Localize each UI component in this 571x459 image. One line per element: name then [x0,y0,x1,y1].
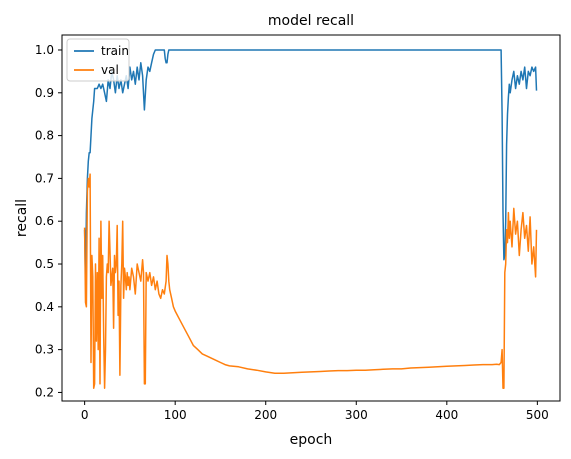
y-tick-label: 1.0 [35,43,54,57]
legend: train val [66,38,130,82]
y-tick-label: 0.8 [35,129,54,143]
x-tick-label: 500 [526,408,549,422]
y-tick-label: 0.7 [35,171,54,185]
plot-frame [61,34,561,402]
series-line-train [83,49,538,282]
x-tick-label: 0 [81,408,89,422]
y-tick-label: 0.2 [35,385,54,399]
y-tick-label: 0.5 [35,257,54,271]
y-tick-label: 0.4 [35,300,54,314]
x-tick-label: 300 [345,408,368,422]
y-axis: 0.2 0.3 0.4 0.5 0.6 0.7 0.8 0.9 1.0 [35,43,62,399]
y-axis-title: recall [14,199,30,237]
y-tick-label: 0.6 [35,214,54,228]
x-tick-label: 200 [254,408,277,422]
y-tick-label: 0.9 [35,86,54,100]
x-tick-label: 100 [164,408,187,422]
series-layer [83,49,538,389]
legend-label-val: val [101,63,119,77]
x-axis: 0 100 200 300 400 500 [81,401,549,422]
x-axis-title: epoch [290,432,333,448]
legend-label-train: train [101,44,129,58]
series-line-val [83,173,538,389]
x-tick-label: 400 [435,408,458,422]
y-tick-label: 0.3 [35,343,54,357]
chart-title: model recall [268,13,354,29]
